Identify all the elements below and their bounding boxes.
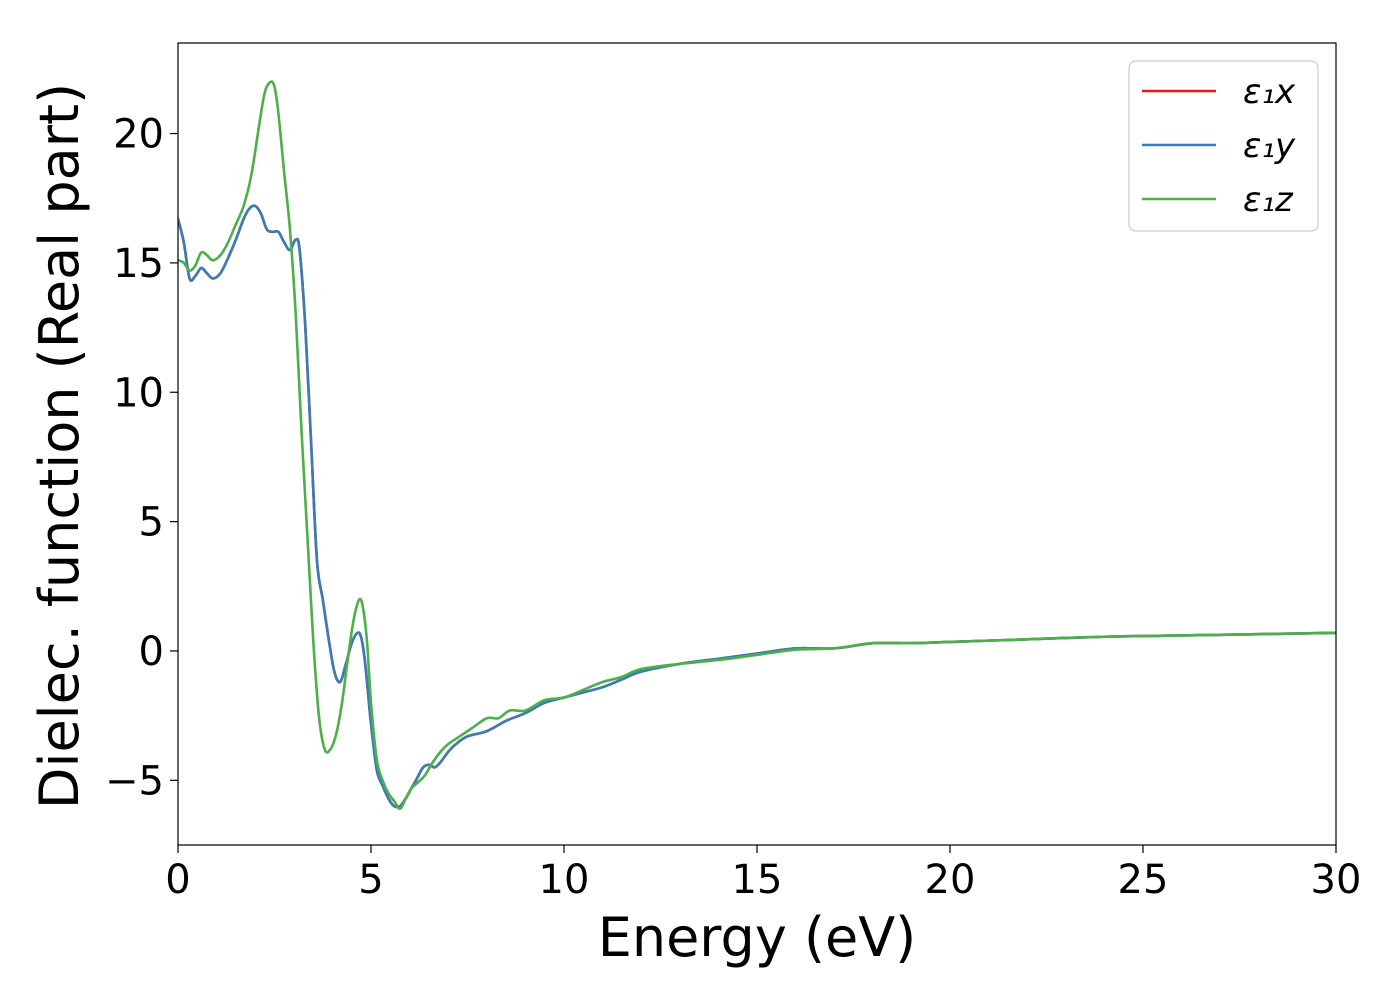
x-tick-label: 30 — [1311, 857, 1362, 903]
series-line-e1x — [178, 204, 1336, 809]
y-tick-label: 15 — [113, 241, 164, 287]
x-axis-title: Energy (eV) — [598, 906, 917, 969]
series-line-e1y — [178, 204, 1336, 809]
legend-entry-e1x: ε₁x — [1142, 72, 1296, 112]
legend-entry-e1z: ε₁z — [1142, 180, 1294, 220]
x-tick-label: 5 — [358, 857, 383, 903]
x-tick-label: 0 — [165, 857, 190, 903]
legend-label: ε₁y — [1243, 126, 1296, 166]
x-tick-label: 25 — [1118, 857, 1169, 903]
y-tick-label: 10 — [113, 370, 164, 416]
series-line-e1z — [178, 80, 1336, 811]
legend-label: ε₁x — [1243, 72, 1296, 112]
x-tick-label: 10 — [539, 857, 590, 903]
tick-labels: 0 5 10 15 20 25 30 −5 0 5 10 15 20 — [105, 112, 1361, 903]
y-tick-label: 20 — [113, 112, 164, 158]
legend-entry-e1y: ε₁y — [1142, 126, 1296, 166]
x-tick-label: 20 — [925, 857, 976, 903]
y-tick-label: −5 — [105, 758, 164, 804]
x-tick-label: 15 — [732, 857, 783, 903]
y-tick-label: 0 — [139, 629, 164, 675]
tick-marks — [170, 132, 1337, 853]
legend: ε₁x ε₁y ε₁z — [1128, 60, 1319, 232]
y-tick-label: 5 — [139, 500, 164, 546]
plot-frame — [177, 42, 1337, 846]
series-lines — [178, 80, 1336, 811]
y-axis-title: Dielec. function (Real part) — [28, 83, 91, 809]
legend-box — [1128, 60, 1319, 232]
legend-label: ε₁z — [1243, 180, 1294, 220]
